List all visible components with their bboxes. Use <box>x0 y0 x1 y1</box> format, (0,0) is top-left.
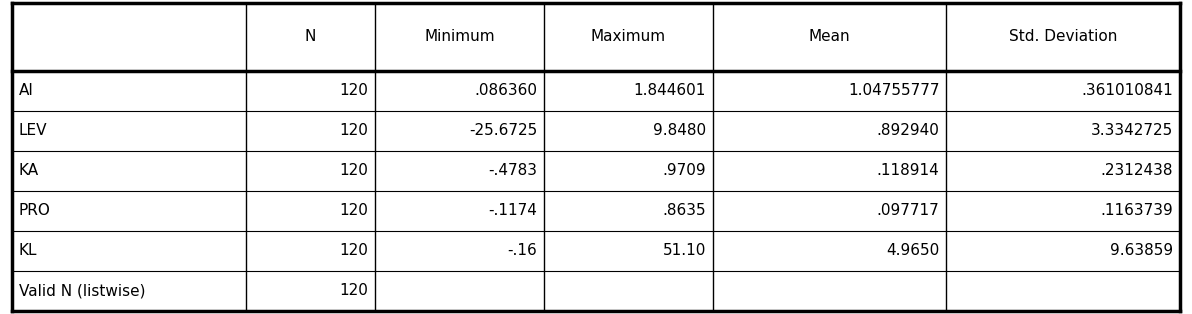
Text: .361010841: .361010841 <box>1081 83 1173 98</box>
Text: Valid N (listwise): Valid N (listwise) <box>19 283 145 298</box>
Text: 120: 120 <box>340 123 368 138</box>
Text: .1163739: .1163739 <box>1100 203 1173 218</box>
Text: .892940: .892940 <box>876 123 939 138</box>
Text: 120: 120 <box>340 163 368 178</box>
Text: Mean: Mean <box>809 30 850 45</box>
Text: 9.63859: 9.63859 <box>1110 243 1173 258</box>
Text: KA: KA <box>19 163 39 178</box>
Text: .086360: .086360 <box>474 83 538 98</box>
Text: .8635: .8635 <box>663 203 706 218</box>
Text: .9709: .9709 <box>663 163 706 178</box>
Text: 120: 120 <box>340 243 368 258</box>
Text: -25.6725: -25.6725 <box>468 123 538 138</box>
Text: 51.10: 51.10 <box>663 243 706 258</box>
Text: 120: 120 <box>340 83 368 98</box>
Text: AI: AI <box>19 83 33 98</box>
Text: -.1174: -.1174 <box>489 203 538 218</box>
Text: N: N <box>305 30 316 45</box>
Text: .097717: .097717 <box>876 203 939 218</box>
Text: Maximum: Maximum <box>591 30 666 45</box>
Text: 1.844601: 1.844601 <box>633 83 706 98</box>
Text: 9.8480: 9.8480 <box>653 123 706 138</box>
Text: LEV: LEV <box>19 123 48 138</box>
Text: 120: 120 <box>340 203 368 218</box>
Text: Minimum: Minimum <box>424 30 495 45</box>
Text: 3.3342725: 3.3342725 <box>1091 123 1173 138</box>
Text: .2312438: .2312438 <box>1100 163 1173 178</box>
Text: PRO: PRO <box>19 203 51 218</box>
Text: 1.04755777: 1.04755777 <box>848 83 939 98</box>
Text: 120: 120 <box>340 283 368 298</box>
Text: Std. Deviation: Std. Deviation <box>1010 30 1117 45</box>
Text: .118914: .118914 <box>876 163 939 178</box>
Text: 4.9650: 4.9650 <box>886 243 939 258</box>
Text: -.16: -.16 <box>508 243 538 258</box>
Text: -.4783: -.4783 <box>488 163 538 178</box>
Text: KL: KL <box>19 243 37 258</box>
